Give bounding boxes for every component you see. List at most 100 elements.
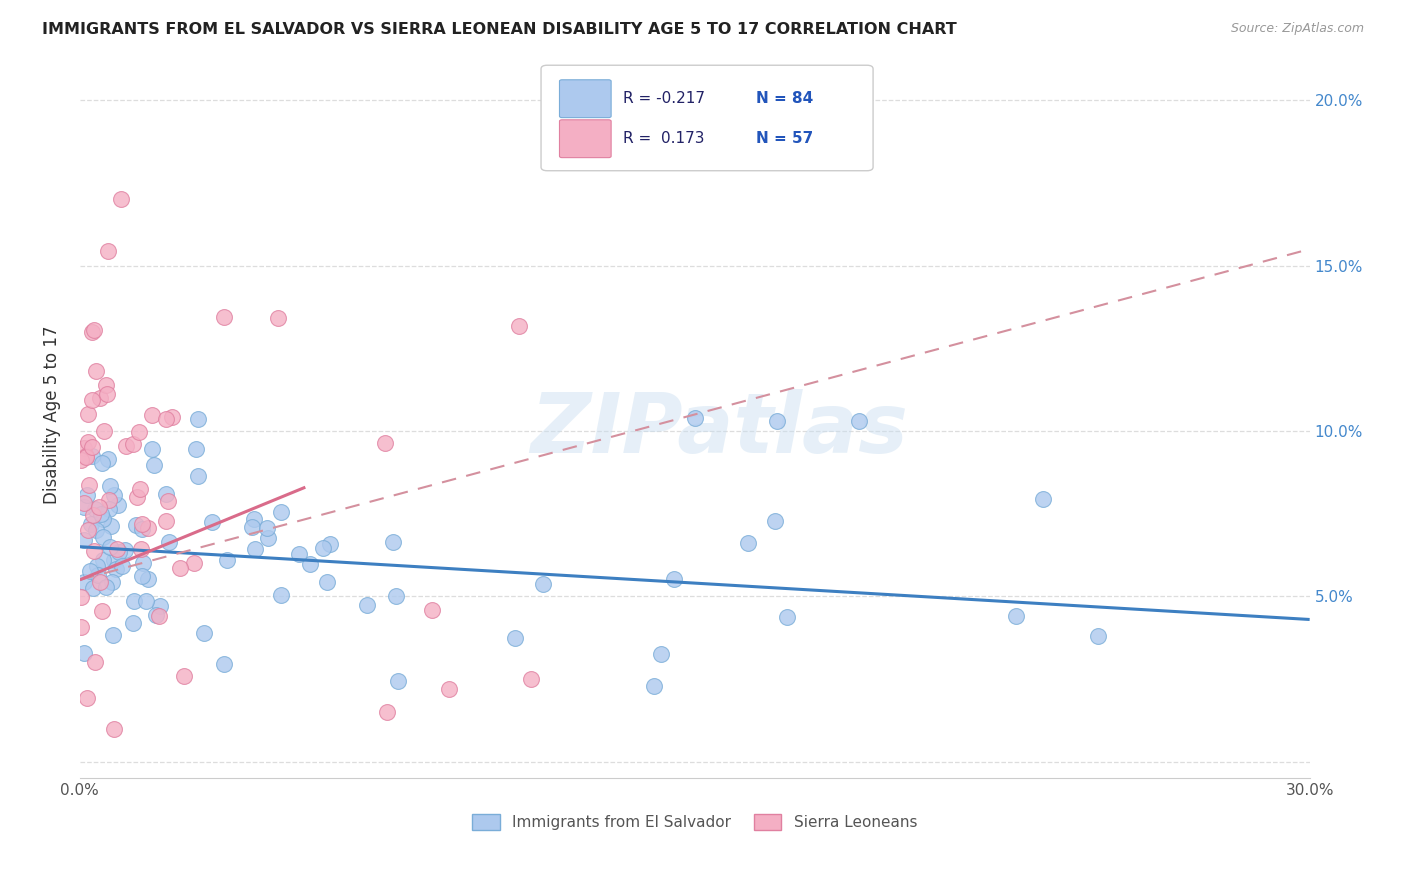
Point <box>127 490 149 504</box>
Point <box>73 496 96 510</box>
Point <box>315 575 337 590</box>
Point <box>97 244 120 258</box>
Point <box>77 478 100 492</box>
Legend: Immigrants from El Salvador, Sierra Leoneans: Immigrants from El Salvador, Sierra Leon… <box>467 808 924 836</box>
Point <box>103 553 125 567</box>
Point <box>187 469 209 483</box>
Point <box>212 657 235 671</box>
Point <box>136 572 159 586</box>
Point <box>508 319 530 334</box>
Point <box>141 442 163 456</box>
Point <box>83 323 105 337</box>
Point <box>101 575 124 590</box>
Text: IMMIGRANTS FROM EL SALVADOR VS SIERRA LEONEAN DISABILITY AGE 5 TO 17 CORRELATION: IMMIGRANTS FROM EL SALVADOR VS SIERRA LE… <box>42 22 957 37</box>
Point <box>374 435 396 450</box>
Point <box>115 439 138 453</box>
Point <box>420 603 443 617</box>
Point <box>131 522 153 536</box>
Point <box>108 545 131 559</box>
Point <box>75 450 97 464</box>
Point <box>505 631 527 645</box>
Point <box>437 681 460 696</box>
Point <box>98 540 121 554</box>
Text: R =  0.173: R = 0.173 <box>623 131 704 146</box>
Point <box>91 530 114 544</box>
Point <box>387 673 409 688</box>
Point <box>94 378 117 392</box>
FancyBboxPatch shape <box>560 79 612 118</box>
Point <box>143 458 166 473</box>
Point <box>76 488 98 502</box>
Point <box>155 514 177 528</box>
Point <box>93 553 115 567</box>
Point <box>193 626 215 640</box>
Point <box>131 516 153 531</box>
Point <box>212 310 235 324</box>
Text: R = -0.217: R = -0.217 <box>623 91 706 106</box>
Point <box>83 544 105 558</box>
Point <box>82 325 104 339</box>
Point <box>93 424 115 438</box>
Point <box>382 535 405 549</box>
Point <box>89 391 111 405</box>
Point <box>84 501 107 516</box>
Point <box>94 580 117 594</box>
Point <box>86 558 108 573</box>
Point <box>135 594 157 608</box>
Point <box>84 364 107 378</box>
Point <box>169 561 191 575</box>
Point <box>256 531 278 545</box>
Point <box>96 387 118 401</box>
Point <box>89 575 111 590</box>
Point <box>148 608 170 623</box>
Point <box>776 610 799 624</box>
Text: Source: ZipAtlas.com: Source: ZipAtlas.com <box>1230 22 1364 36</box>
Y-axis label: Disability Age 5 to 17: Disability Age 5 to 17 <box>44 326 60 504</box>
Point <box>1032 492 1054 507</box>
Point <box>319 537 342 551</box>
Point <box>1005 608 1028 623</box>
Point <box>157 535 180 549</box>
Point <box>763 514 786 528</box>
Point <box>270 505 292 519</box>
Point <box>145 608 167 623</box>
Point <box>129 482 152 496</box>
Point <box>80 517 103 532</box>
Point <box>77 408 100 422</box>
Point <box>155 412 177 426</box>
Point <box>101 627 124 641</box>
Point <box>87 568 110 582</box>
Point <box>91 456 114 470</box>
Point <box>77 435 100 450</box>
FancyBboxPatch shape <box>560 120 612 158</box>
Point <box>91 512 114 526</box>
Point <box>136 520 159 534</box>
Point <box>385 589 408 603</box>
Point <box>70 590 93 604</box>
Point <box>97 493 120 508</box>
Point <box>288 547 311 561</box>
Point <box>107 498 129 512</box>
Point <box>243 541 266 556</box>
Point <box>111 559 134 574</box>
Point <box>73 441 96 455</box>
Point <box>82 508 104 522</box>
Point <box>186 442 208 457</box>
Point <box>848 414 870 428</box>
Point <box>73 575 96 590</box>
Point <box>737 536 759 550</box>
Point <box>114 543 136 558</box>
Point <box>129 542 152 557</box>
Point <box>103 722 125 736</box>
Text: N = 84: N = 84 <box>756 91 814 106</box>
Point <box>267 310 290 325</box>
Point <box>89 500 111 514</box>
Point <box>650 647 672 661</box>
Point <box>312 541 335 555</box>
Point <box>132 556 155 570</box>
Point <box>80 392 103 407</box>
Point <box>84 523 107 537</box>
Point <box>75 450 97 465</box>
Point <box>121 616 143 631</box>
Point <box>80 450 103 464</box>
